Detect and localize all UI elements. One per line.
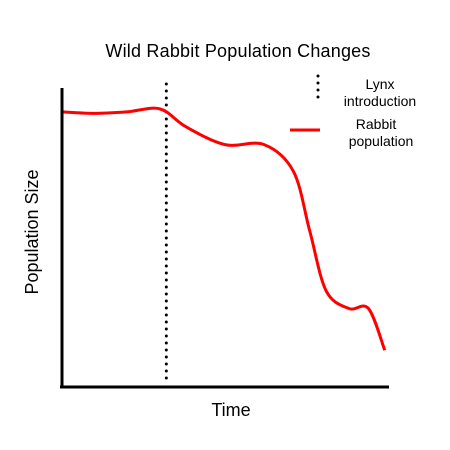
- legend: Lynx introduction Rabbit population: [290, 74, 416, 149]
- legend-lynx-label-line2: introduction: [344, 93, 416, 109]
- legend-rabbit-label-line2: population: [349, 133, 414, 149]
- legend-lynx-label-line1: Lynx: [365, 76, 394, 92]
- rabbit-population-line: [61, 106, 387, 351]
- legend-rabbit-label-line1: Rabbit: [356, 116, 397, 132]
- y-axis-label: Population Size: [22, 169, 42, 294]
- chart-title: Wild Rabbit Population Changes: [105, 41, 370, 61]
- legend-item-rabbit: Rabbit population: [290, 116, 413, 149]
- plot-area: [61, 82, 387, 386]
- legend-item-lynx: Lynx introduction: [316, 74, 416, 109]
- x-axis-label: Time: [211, 400, 250, 420]
